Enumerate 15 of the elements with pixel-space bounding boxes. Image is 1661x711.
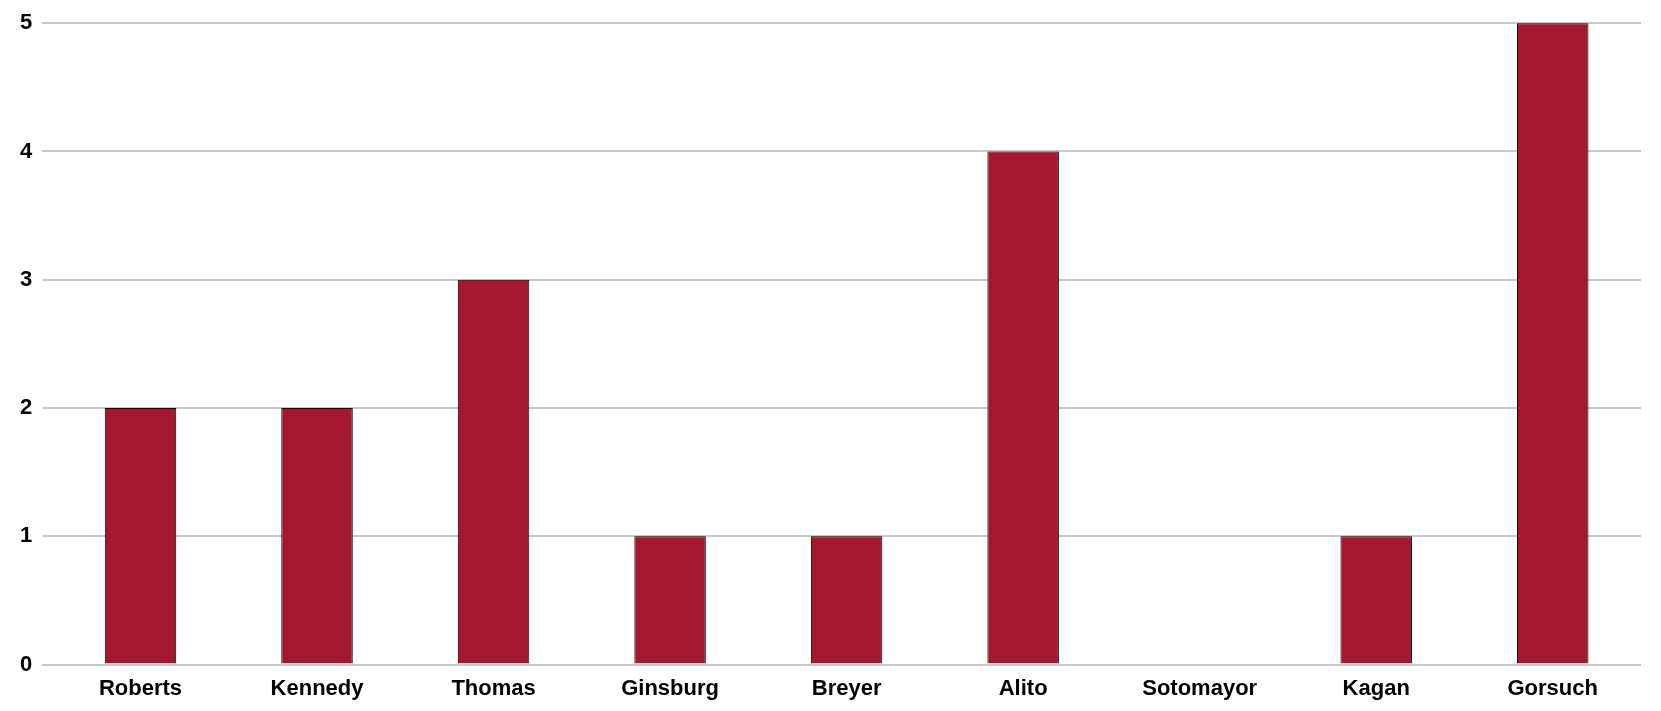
x-tick-label: Kagan bbox=[1342, 674, 1410, 700]
y-tick-label: 5 bbox=[19, 9, 33, 35]
y-tick-label: 3 bbox=[19, 265, 33, 291]
x-tick-label: Roberts bbox=[98, 674, 183, 700]
y-tick-label: 4 bbox=[19, 137, 33, 163]
x-tick-label: Kennedy bbox=[270, 674, 365, 700]
x-tick-label: Ginsburg bbox=[621, 674, 719, 700]
x-tick-label: Breyer bbox=[811, 674, 882, 700]
x-tick-label: Sotomayor bbox=[1142, 674, 1258, 700]
x-tick-label: Gorsuch bbox=[1507, 674, 1598, 700]
x-tick-label: Alito bbox=[998, 674, 1048, 700]
x-tick-label: Thomas bbox=[451, 674, 536, 700]
y-tick-label: 1 bbox=[19, 522, 33, 548]
y-tick-label: 2 bbox=[19, 394, 33, 420]
y-tick-label: 0 bbox=[19, 650, 33, 676]
